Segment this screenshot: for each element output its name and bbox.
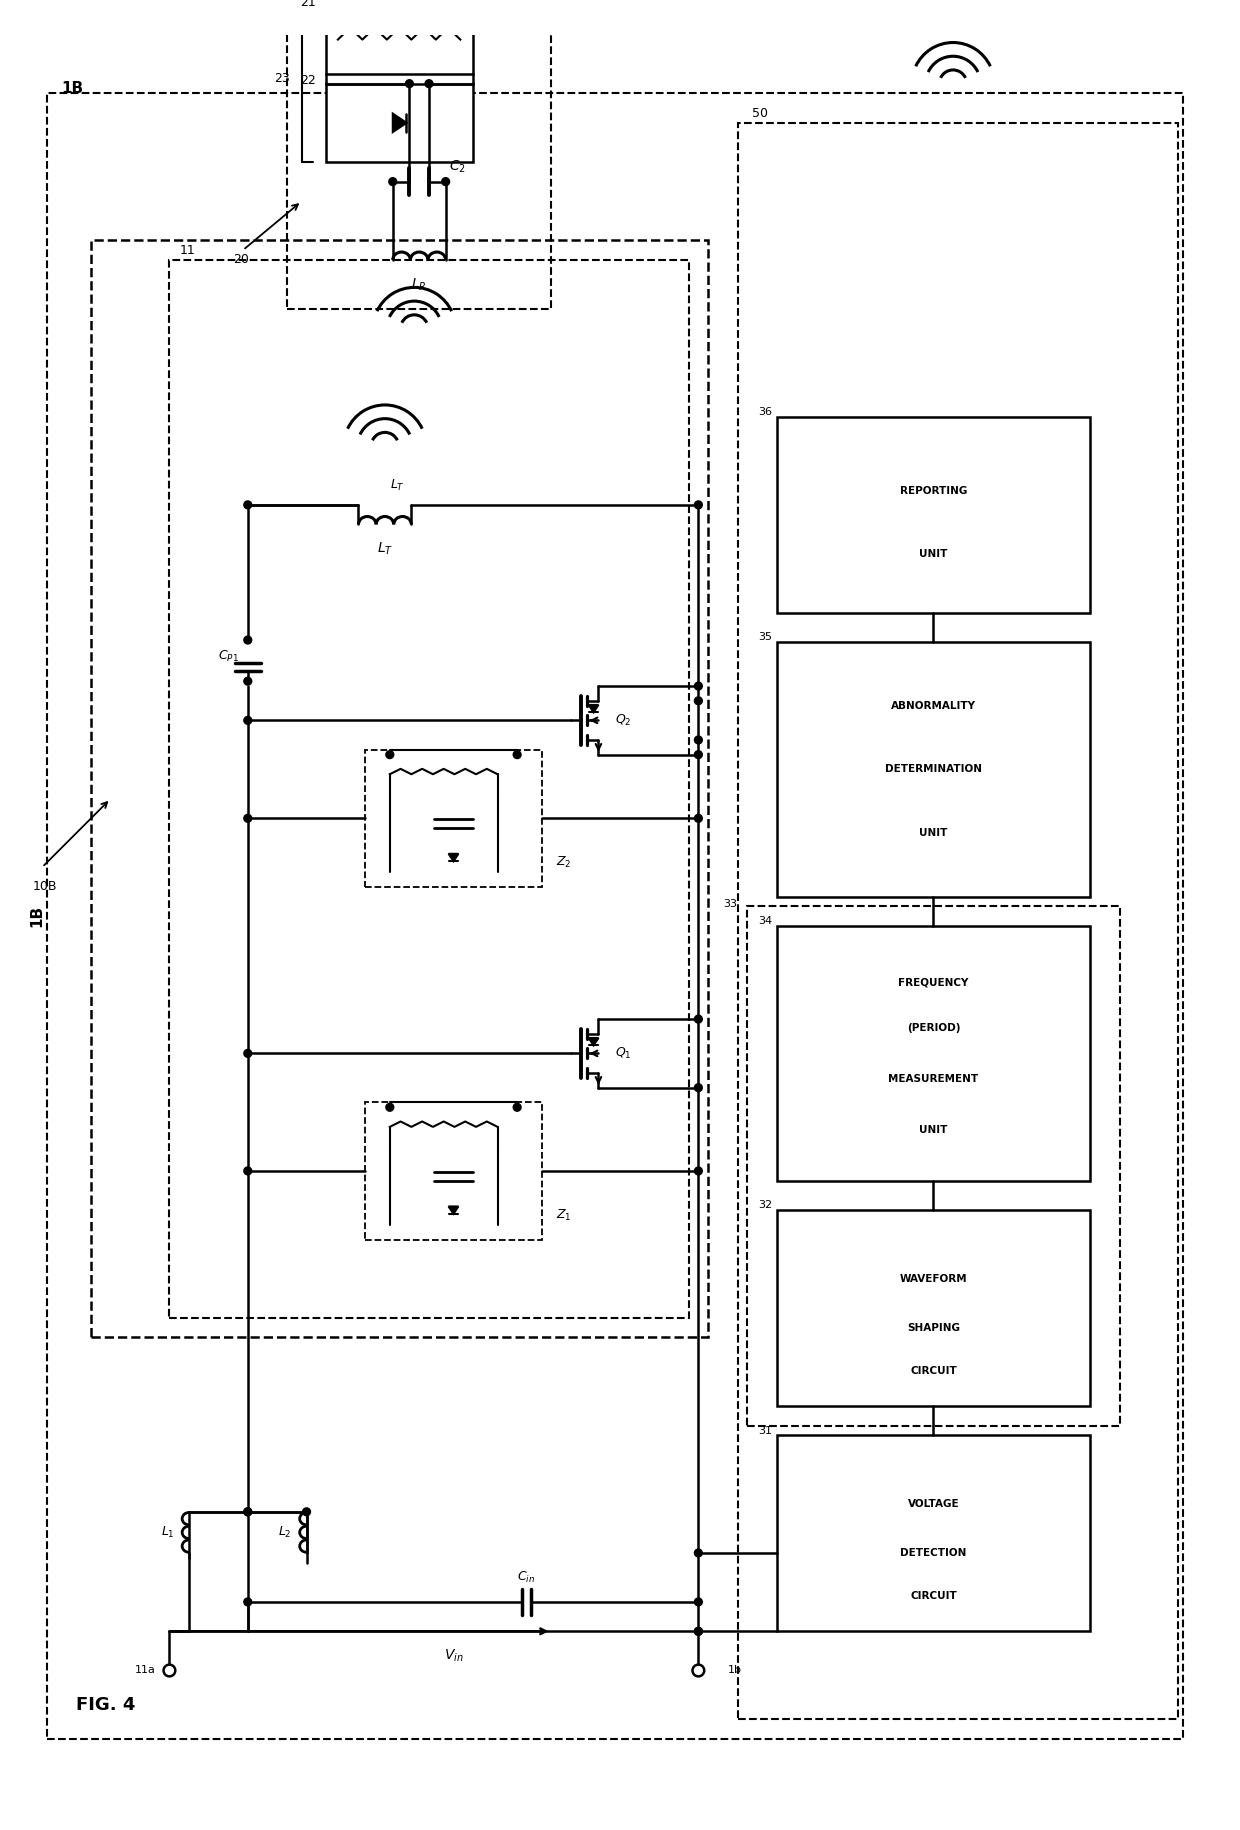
Circle shape xyxy=(694,1083,702,1093)
Bar xyxy=(776,1210,1090,1405)
Circle shape xyxy=(244,501,252,509)
Polygon shape xyxy=(589,1038,599,1045)
Text: $Q_1$: $Q_1$ xyxy=(615,1047,631,1061)
Circle shape xyxy=(244,1508,252,1515)
Text: (PERIOD): (PERIOD) xyxy=(906,1023,960,1032)
Text: 23: 23 xyxy=(274,71,290,86)
Text: 22: 22 xyxy=(300,75,316,88)
Text: 31: 31 xyxy=(758,1426,771,1435)
Text: DETECTION: DETECTION xyxy=(900,1548,967,1557)
Text: 10B: 10B xyxy=(32,880,57,893)
Circle shape xyxy=(244,1049,252,1058)
Text: 11: 11 xyxy=(180,243,195,256)
Polygon shape xyxy=(393,113,407,132)
Circle shape xyxy=(244,637,252,644)
Text: UNIT: UNIT xyxy=(919,549,947,558)
Text: UNIT: UNIT xyxy=(919,827,947,838)
Circle shape xyxy=(694,750,702,759)
Circle shape xyxy=(386,1103,394,1111)
Circle shape xyxy=(425,81,433,88)
Circle shape xyxy=(694,1598,702,1607)
Circle shape xyxy=(386,750,394,759)
Circle shape xyxy=(694,1548,702,1557)
Circle shape xyxy=(692,1665,704,1676)
Text: $C_2$: $C_2$ xyxy=(449,159,465,176)
Text: 34: 34 xyxy=(758,917,771,926)
Text: $L_2$: $L_2$ xyxy=(278,1524,291,1539)
Text: 1b: 1b xyxy=(728,1665,742,1676)
Circle shape xyxy=(694,1627,702,1636)
Bar xyxy=(776,642,1090,897)
Circle shape xyxy=(389,178,397,185)
Circle shape xyxy=(694,736,702,743)
Text: 11a: 11a xyxy=(134,1665,155,1676)
Text: VOLTAGE: VOLTAGE xyxy=(908,1499,960,1510)
Circle shape xyxy=(694,1168,702,1175)
Text: $C_{P1}$: $C_{P1}$ xyxy=(218,650,239,664)
Circle shape xyxy=(244,716,252,725)
Text: $L_1$: $L_1$ xyxy=(161,1524,175,1539)
Text: 21: 21 xyxy=(300,0,316,9)
Text: 1B: 1B xyxy=(30,906,45,928)
Text: $Z_2$: $Z_2$ xyxy=(557,855,572,869)
Text: 1B: 1B xyxy=(62,81,84,95)
Bar xyxy=(738,123,1178,1720)
Bar xyxy=(286,5,552,309)
Text: WAVEFORM: WAVEFORM xyxy=(900,1274,967,1283)
Bar xyxy=(366,1102,542,1239)
Circle shape xyxy=(405,81,413,88)
Circle shape xyxy=(244,1598,252,1607)
Text: CIRCUIT: CIRCUIT xyxy=(910,1590,957,1601)
Text: $Q_2$: $Q_2$ xyxy=(615,714,631,728)
Polygon shape xyxy=(589,705,599,712)
Text: 33: 33 xyxy=(724,899,738,908)
Circle shape xyxy=(694,683,702,690)
Circle shape xyxy=(441,178,450,185)
Text: 20: 20 xyxy=(233,254,249,267)
Text: $C_{in}$: $C_{in}$ xyxy=(517,1570,536,1585)
Text: UNIT: UNIT xyxy=(919,1125,947,1135)
Text: 50: 50 xyxy=(753,106,769,119)
Bar xyxy=(776,417,1090,613)
Circle shape xyxy=(244,1508,252,1515)
Text: $Z_1$: $Z_1$ xyxy=(557,1208,572,1222)
Text: FIG. 4: FIG. 4 xyxy=(77,1696,135,1713)
Bar xyxy=(366,750,542,888)
Bar xyxy=(170,260,688,1318)
Bar xyxy=(748,906,1120,1426)
Circle shape xyxy=(244,1168,252,1175)
Polygon shape xyxy=(449,855,459,862)
Circle shape xyxy=(694,1016,702,1023)
Polygon shape xyxy=(449,1206,459,1213)
Bar xyxy=(91,240,708,1338)
Text: REPORTING: REPORTING xyxy=(900,487,967,496)
Text: 32: 32 xyxy=(758,1200,771,1210)
Text: $V_{in}$: $V_{in}$ xyxy=(444,1647,464,1663)
Bar xyxy=(776,926,1090,1180)
Bar xyxy=(326,84,474,163)
Text: ABNORMALITY: ABNORMALITY xyxy=(892,701,976,710)
Circle shape xyxy=(303,1508,310,1515)
Circle shape xyxy=(164,1665,175,1676)
Text: CIRCUIT: CIRCUIT xyxy=(910,1365,957,1376)
Circle shape xyxy=(694,697,702,705)
Circle shape xyxy=(694,1627,702,1636)
Text: MEASUREMENT: MEASUREMENT xyxy=(888,1074,978,1083)
Bar xyxy=(776,1435,1090,1631)
Circle shape xyxy=(513,750,521,759)
Text: DETERMINATION: DETERMINATION xyxy=(885,765,982,774)
Text: 36: 36 xyxy=(758,406,771,417)
Circle shape xyxy=(694,814,702,822)
Text: SHAPING: SHAPING xyxy=(906,1323,960,1332)
Text: $L_R$: $L_R$ xyxy=(412,276,427,293)
Text: $L_T$: $L_T$ xyxy=(389,478,404,492)
Bar xyxy=(326,5,474,73)
Text: FREQUENCY: FREQUENCY xyxy=(898,977,968,986)
Circle shape xyxy=(244,677,252,684)
Circle shape xyxy=(513,1103,521,1111)
Circle shape xyxy=(244,814,252,822)
Text: $L_T$: $L_T$ xyxy=(377,540,393,556)
Circle shape xyxy=(694,501,702,509)
Text: 35: 35 xyxy=(758,631,771,642)
